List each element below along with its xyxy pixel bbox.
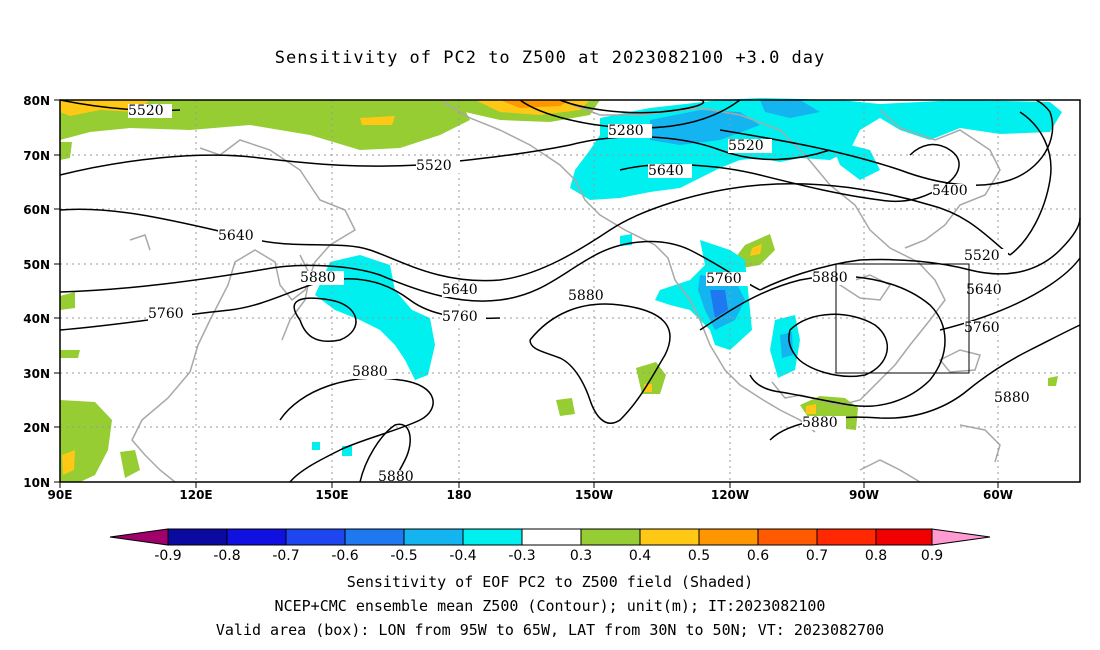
contour-label-5760-west: 5760	[148, 306, 184, 322]
colorbar-swatch	[285, 528, 346, 546]
lat-label: 80N	[23, 94, 50, 108]
contour-label-5640-north: 5640	[648, 163, 684, 179]
contour-label-5640-west: 5640	[218, 228, 254, 244]
lon-label: 180	[446, 488, 471, 502]
lat-label: 70N	[23, 149, 50, 163]
lon-label: 150E	[315, 488, 348, 502]
longitude-labels: 90E 120E 150E 180 150W 120W 90W 60W	[48, 488, 1013, 502]
colorbar-swatch	[344, 528, 405, 546]
contour-labels: 5520 5280 5520 5520 5640 5400 5640 5640 …	[128, 103, 1038, 485]
contour-label-5760-east: 5760	[964, 320, 1000, 336]
colorbar-swatch	[167, 528, 228, 546]
colorbar	[109, 528, 991, 546]
lon-label: 90W	[849, 488, 879, 502]
colorbar-swatch	[757, 528, 818, 546]
colorbar-label: 0.7	[806, 548, 828, 564]
latitude-labels: 80N 70N 60N 50N 40N 30N 20N 10N	[23, 94, 50, 490]
lat-label: 20N	[23, 421, 50, 435]
contour-label-5280: 5280	[608, 123, 644, 139]
contour-label-5640-pacific: 5640	[442, 282, 478, 298]
contour-label-5880-atlantic: 5880	[994, 390, 1030, 406]
colorbar-label: -0.6	[331, 548, 358, 564]
contour-label-5520-mid: 5520	[416, 158, 452, 174]
colorbar-swatch	[816, 528, 877, 546]
lon-label: 120W	[711, 488, 749, 502]
colorbar-label: 0.9	[921, 548, 943, 564]
colorbar-swatch	[403, 528, 464, 546]
lat-label: 10N	[23, 476, 50, 490]
colorbar-min-arrow	[109, 528, 169, 546]
colorbar-label: -0.5	[390, 548, 417, 564]
caption-shading: Sensitivity of EOF PC2 to Z500 field (Sh…	[346, 573, 754, 591]
lon-label: 120E	[179, 488, 212, 502]
colorbar-label: -0.3	[508, 548, 535, 564]
lat-label: 50N	[23, 258, 50, 272]
caption-valid-area: Valid area (box): LON from 95W to 65W, L…	[215, 621, 885, 639]
colorbar-label: 0.8	[865, 548, 887, 564]
colorbar-swatch	[698, 528, 759, 546]
contour-label-5880-pacific: 5880	[568, 288, 604, 304]
plot-title: Sensitivity of PC2 to Z500 at 2023082100…	[274, 48, 826, 68]
tick-marks	[54, 99, 999, 488]
contour-label-5760-pacific: 5760	[442, 309, 478, 325]
contour-label-5400: 5400	[932, 183, 968, 199]
colorbar-swatch	[226, 528, 287, 546]
lat-label: 40N	[23, 312, 50, 326]
colorbar-label: -0.4	[449, 548, 476, 564]
coastlines	[129, 99, 1001, 483]
colorbar-label: -0.9	[154, 548, 181, 564]
contour-label-5880-gulf: 5880	[802, 415, 838, 431]
contour-label-5520-nw: 5520	[128, 103, 164, 119]
lat-label: 60N	[23, 203, 50, 217]
lon-label: 150W	[575, 488, 613, 502]
contour-label-5640-east: 5640	[966, 282, 1002, 298]
contour-label-5520-east: 5520	[964, 248, 1000, 264]
lat-label: 30N	[23, 367, 50, 381]
colorbar-label: -0.7	[272, 548, 299, 564]
colorbar-label: 0.4	[629, 548, 651, 564]
valid-area-box	[835, 263, 970, 374]
contour-label-5520-ne: 5520	[728, 138, 764, 154]
colorbar-swatch	[580, 528, 641, 546]
colorbar-swatch	[462, 528, 523, 546]
contour-label-5880-south-pacific: 5880	[352, 364, 388, 380]
map-frame	[59, 99, 1081, 483]
colorbar-label: 0.6	[747, 548, 769, 564]
contour-label-5880-japan: 5880	[300, 270, 336, 286]
lon-label: 90E	[48, 488, 73, 502]
contour-label-5880-bottom: 5880	[378, 469, 414, 485]
contour-label-5880-us: 5880	[812, 270, 848, 286]
contour-label-5760-central: 5760	[706, 271, 742, 287]
caption-contour: NCEP+CMC ensemble mean Z500 (Contour); u…	[274, 597, 826, 615]
colorbar-label: 0.5	[688, 548, 710, 564]
colorbar-label: -0.8	[213, 548, 240, 564]
colorbar-swatch	[639, 528, 700, 546]
colorbar-swatch	[521, 528, 582, 546]
grid-lines	[60, 100, 1080, 482]
colorbar-labels: -0.9 -0.8 -0.7 -0.6 -0.5 -0.4 -0.3 0.3 0…	[154, 548, 943, 564]
colorbar-max-arrow	[931, 528, 991, 546]
lon-label: 60W	[983, 488, 1013, 502]
colorbar-swatch	[875, 528, 933, 546]
colorbar-label: 0.3	[570, 548, 592, 564]
